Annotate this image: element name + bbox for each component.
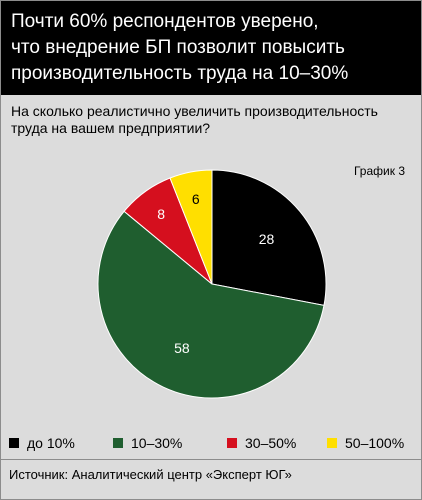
chart-question-line: На сколько реалистично увеличить произво… <box>11 103 378 119</box>
legend-item: 30–50% <box>227 433 296 453</box>
source-divider <box>1 459 421 460</box>
legend-label: 30–50% <box>245 435 297 451</box>
chart-question-line: труда на вашем предприятии? <box>11 120 211 136</box>
legend-item: 10–30% <box>113 433 182 453</box>
pie-slice-value-label: 58 <box>174 340 190 356</box>
chart-title-line: производительность труда на 10–30% <box>11 63 349 84</box>
legend-item: до 10% <box>9 433 75 453</box>
chart-title-line: Почти 60% респондентов уверено, <box>11 11 319 32</box>
pie-slice-2 <box>97 210 325 399</box>
legend-item: 50–100% <box>327 433 404 453</box>
legend-label: 10–30% <box>131 435 183 451</box>
legend-swatch <box>327 438 337 449</box>
pie-slice-value-label: 28 <box>259 231 275 247</box>
chart-title: Почти 60% респондентов уверено, что внед… <box>11 9 416 87</box>
pie-slice-value-label: 8 <box>157 206 165 222</box>
legend-swatch <box>9 438 19 449</box>
chart-number-label: График 3 <box>353 164 405 178</box>
legend: до 10% 10–30% 30–50% 50–100% <box>9 433 419 455</box>
chart-question: На сколько реалистично увеличить произво… <box>11 103 411 137</box>
pie-slice-1 <box>211 169 327 306</box>
pie-slice-value-label: 6 <box>192 191 200 207</box>
pie-slice-4 <box>169 169 213 285</box>
title-banner: Почти 60% респондентов уверено, что внед… <box>1 1 421 95</box>
legend-swatch <box>227 438 237 449</box>
chart-title-line: что внедрение БП позволит повысить <box>11 37 345 58</box>
legend-label: 50–100% <box>345 435 405 451</box>
legend-swatch <box>113 438 123 449</box>
legend-label: до 10% <box>27 435 75 451</box>
source-note: Источник: Аналитический центр «Эксперт Ю… <box>9 467 292 482</box>
